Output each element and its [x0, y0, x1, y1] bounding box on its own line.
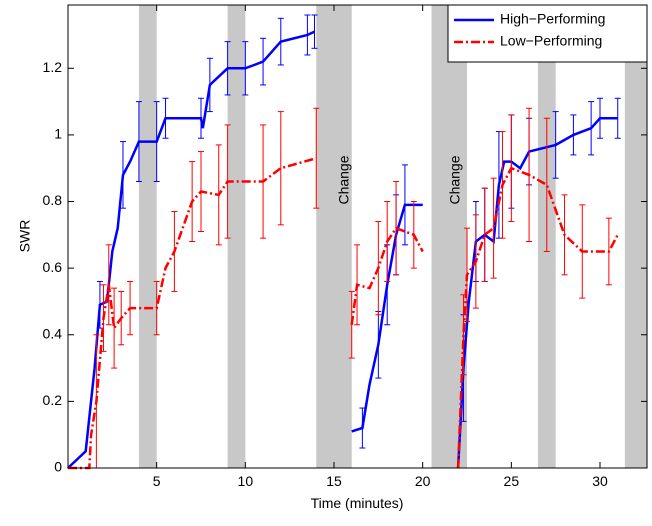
- error-bar: [354, 244, 361, 326]
- y-tick-label: 1: [54, 126, 62, 142]
- error-bar: [597, 97, 604, 139]
- annotation: Change: [447, 155, 463, 204]
- error-bar: [464, 227, 471, 322]
- error-bar: [127, 280, 134, 336]
- error-bar: [481, 187, 488, 282]
- error-bar: [105, 244, 112, 326]
- error-bar: [119, 141, 126, 209]
- error-bar: [162, 97, 169, 139]
- error-bar: [198, 151, 205, 233]
- error-bar: [543, 117, 550, 252]
- error-bar: [135, 101, 142, 183]
- error-bar: [153, 101, 160, 183]
- x-tick-label: 30: [592, 473, 608, 489]
- error-bar: [304, 14, 311, 56]
- x-tick-label: 15: [326, 473, 342, 489]
- error-bar: [605, 217, 612, 286]
- x-tick-label: 10: [238, 473, 254, 489]
- error-bar: [526, 107, 533, 242]
- legend-label: Low−Performing: [500, 33, 602, 49]
- error-bar: [224, 124, 231, 239]
- x-tick-label: 25: [504, 473, 520, 489]
- error-bar: [384, 201, 391, 282]
- error-bar: [260, 37, 267, 86]
- error-bar: [401, 164, 408, 246]
- error-bar: [561, 194, 568, 276]
- error-bar: [260, 124, 267, 239]
- error-bar: [490, 177, 497, 279]
- error-bar: [171, 211, 178, 292]
- y-axis-label: SWR: [17, 220, 33, 253]
- error-bar: [499, 131, 506, 239]
- error-bar: [552, 111, 559, 179]
- error-bar: [311, 14, 318, 49]
- shaded-interval: [316, 5, 352, 468]
- y-tick-label: 0.6: [43, 259, 63, 275]
- annotation: Change: [336, 155, 352, 204]
- y-tick-label: 0: [54, 459, 62, 475]
- x-tick-label: 20: [415, 473, 431, 489]
- plot-frame: [67, 4, 648, 469]
- shaded-interval: [624, 5, 647, 468]
- error-bar: [224, 41, 231, 96]
- error-bar: [242, 41, 249, 96]
- error-bar: [495, 131, 502, 239]
- error-bar: [348, 290, 355, 359]
- error-bar: [375, 310, 382, 379]
- error-bar: [153, 280, 160, 336]
- y-tick-label: 0.4: [43, 325, 63, 341]
- shaded-interval: [227, 5, 246, 468]
- legend-box: [447, 4, 648, 63]
- error-bar: [118, 290, 125, 346]
- error-bar: [410, 201, 417, 269]
- error-bar: [93, 334, 100, 469]
- y-tick-label: 0.8: [43, 192, 63, 208]
- y-tick-label: 0.2: [43, 392, 63, 408]
- error-bar: [579, 204, 586, 299]
- error-bar: [508, 114, 515, 223]
- error-bar: [460, 294, 467, 376]
- error-bar: [313, 107, 320, 209]
- error-bar: [588, 101, 595, 156]
- y-tick-label: 1.2: [43, 59, 63, 75]
- error-bar: [100, 284, 107, 352]
- error-bar: [277, 111, 284, 226]
- error-bar: [206, 57, 213, 113]
- x-axis-label: Time (minutes): [311, 495, 404, 511]
- error-bar: [375, 221, 382, 316]
- legend-label: High−Performing: [500, 11, 605, 27]
- error-bar: [570, 114, 577, 156]
- shaded-interval: [138, 5, 157, 468]
- error-bar: [359, 407, 366, 449]
- error-bar: [198, 97, 205, 139]
- error-bar: [614, 97, 621, 139]
- error-bar: [472, 214, 479, 309]
- error-bar: [277, 17, 284, 66]
- error-bar: [393, 181, 400, 276]
- x-tick-label: 5: [153, 473, 161, 489]
- error-bar: [189, 161, 196, 242]
- error-bar: [215, 144, 222, 246]
- error-bar: [111, 287, 118, 369]
